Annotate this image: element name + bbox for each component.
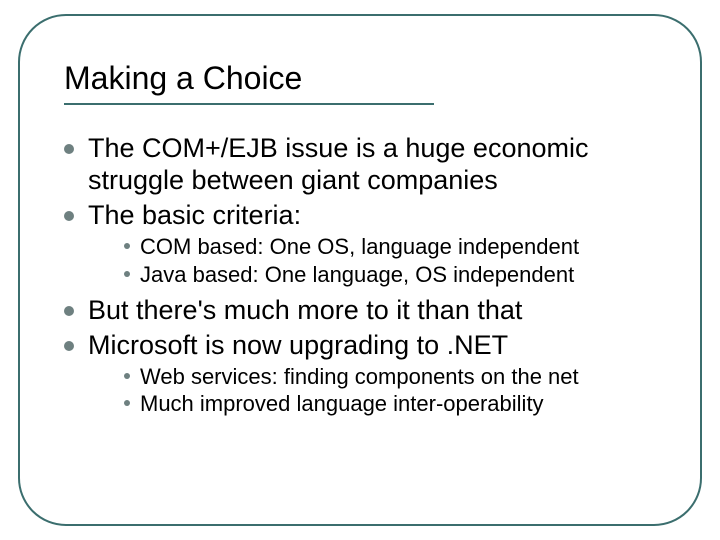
bullet-level2: Java based: One language, OS independent: [124, 261, 664, 289]
bullet-text: But there's much more to it than that: [88, 294, 522, 326]
sub-bullet-dot-icon: [124, 373, 130, 379]
bullet-level2: Much improved language inter-operability: [124, 390, 664, 418]
sub-bullet-text: Much improved language inter-operability: [140, 390, 544, 418]
bullet-text: The basic criteria:: [88, 199, 301, 231]
bullet-text: Microsoft is now upgrading to .NET: [88, 329, 508, 361]
bullet-level1: The COM+/EJB issue is a huge economic st…: [64, 132, 664, 197]
bullet-dot-icon: [64, 306, 74, 316]
bullet-level1: The basic criteria:: [64, 199, 664, 231]
bullet-level2: COM based: One OS, language independent: [124, 233, 664, 261]
sub-bullet-dot-icon: [124, 400, 130, 406]
sub-bullet-dot-icon: [124, 243, 130, 249]
sub-bullet-text: Java based: One language, OS independent: [140, 261, 574, 289]
sub-bullet-group: Web services: finding components on the …: [64, 363, 664, 418]
sub-bullet-text: Web services: finding components on the …: [140, 363, 579, 391]
bullet-level1: Microsoft is now upgrading to .NET: [64, 329, 664, 361]
bullet-dot-icon: [64, 144, 74, 154]
bullet-dot-icon: [64, 211, 74, 221]
bullet-level1: But there's much more to it than that: [64, 294, 664, 326]
title-block: Making a Choice: [64, 60, 656, 105]
slide-title: Making a Choice: [64, 60, 656, 101]
sub-bullet-group: COM based: One OS, language independentJ…: [64, 233, 664, 288]
slide: Making a Choice The COM+/EJB issue is a …: [0, 0, 720, 540]
bullet-level2: Web services: finding components on the …: [124, 363, 664, 391]
sub-bullet-text: COM based: One OS, language independent: [140, 233, 579, 261]
bullet-dot-icon: [64, 341, 74, 351]
title-underline: [64, 103, 434, 105]
slide-content: The COM+/EJB issue is a huge economic st…: [64, 132, 664, 424]
bullet-text: The COM+/EJB issue is a huge economic st…: [88, 132, 664, 197]
sub-bullet-dot-icon: [124, 271, 130, 277]
